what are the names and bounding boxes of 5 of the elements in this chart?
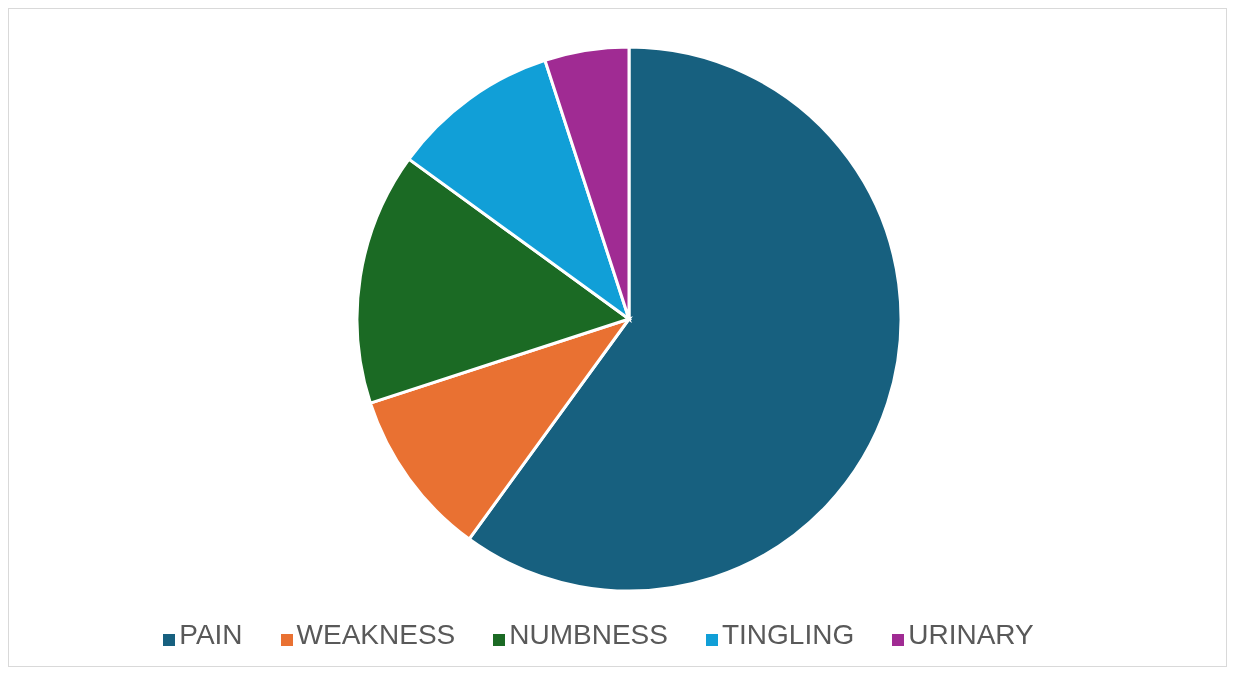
legend-label: URINARY xyxy=(908,619,1034,650)
legend-label: TINGLING xyxy=(721,619,855,650)
legend-label: WEAKNESS xyxy=(296,619,456,650)
legend-label: NUMBNESS xyxy=(509,619,668,650)
legend-label: PAIN xyxy=(179,619,243,650)
